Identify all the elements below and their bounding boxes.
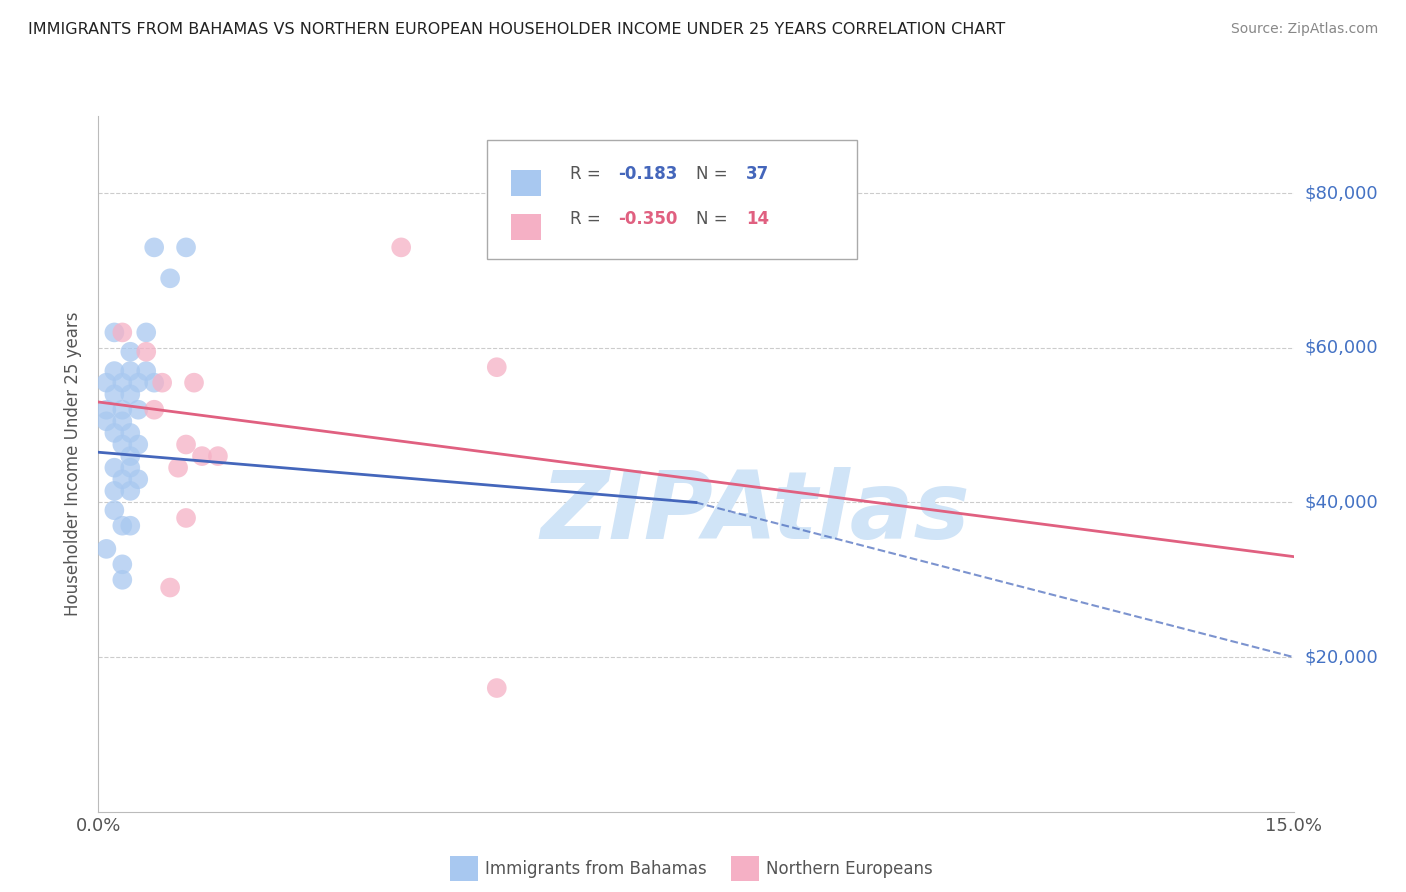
Point (191, 449, 214, 463)
Point (135, 344, 157, 359)
Point (120, 518, 142, 533)
Y-axis label: Householder Income Under 25 years: Householder Income Under 25 years (65, 311, 83, 616)
FancyBboxPatch shape (510, 214, 540, 240)
Point (127, 437, 149, 451)
Text: N =: N = (696, 165, 733, 183)
Point (120, 460, 142, 475)
Point (96, 376, 118, 390)
Point (96, 414, 118, 428)
Text: $60,000: $60,000 (1305, 339, 1378, 357)
FancyBboxPatch shape (510, 169, 540, 196)
Point (135, 326, 157, 340)
Point (167, 460, 190, 475)
Point (174, 240, 197, 254)
Point (174, 437, 197, 451)
Point (96, 402, 118, 417)
Text: Source: ZipAtlas.com: Source: ZipAtlas.com (1230, 22, 1378, 37)
Text: R =: R = (571, 210, 606, 228)
Point (120, 387, 142, 401)
Text: -0.350: -0.350 (619, 210, 678, 228)
Point (174, 511, 197, 525)
Point (120, 425, 142, 440)
Point (207, 449, 229, 463)
FancyBboxPatch shape (486, 140, 858, 259)
Text: 37: 37 (747, 165, 769, 183)
Point (96, 541, 118, 556)
Point (127, 472, 149, 486)
Point (485, 681, 508, 695)
Text: Immigrants from Bahamas: Immigrants from Bahamas (485, 860, 707, 878)
Point (120, 364, 142, 378)
Point (159, 581, 181, 595)
Point (143, 402, 166, 417)
Point (103, 425, 125, 440)
Point (135, 364, 157, 378)
Text: -0.183: -0.183 (619, 165, 678, 183)
Point (111, 518, 134, 533)
Point (111, 558, 134, 572)
Point (127, 402, 149, 417)
Text: $20,000: $20,000 (1305, 648, 1378, 666)
Text: $40,000: $40,000 (1305, 493, 1378, 511)
Point (111, 573, 134, 587)
Point (103, 364, 125, 378)
Text: R =: R = (571, 165, 606, 183)
Point (111, 402, 134, 417)
Point (120, 449, 142, 463)
Point (159, 271, 181, 285)
Point (103, 503, 125, 517)
Text: $80,000: $80,000 (1305, 185, 1378, 202)
Point (150, 376, 173, 390)
Point (389, 240, 412, 254)
Point (103, 483, 125, 498)
Point (111, 437, 134, 451)
Point (111, 472, 134, 486)
Point (111, 326, 134, 340)
Point (143, 240, 166, 254)
Point (103, 326, 125, 340)
Point (111, 414, 134, 428)
Text: IMMIGRANTS FROM BAHAMAS VS NORTHERN EUROPEAN HOUSEHOLDER INCOME UNDER 25 YEARS C: IMMIGRANTS FROM BAHAMAS VS NORTHERN EURO… (28, 22, 1005, 37)
Point (485, 360, 508, 375)
Text: N =: N = (696, 210, 733, 228)
Text: Northern Europeans: Northern Europeans (766, 860, 934, 878)
Point (143, 376, 166, 390)
Point (183, 376, 205, 390)
Text: ZIPAtlas: ZIPAtlas (541, 467, 970, 558)
Point (120, 344, 142, 359)
Point (103, 387, 125, 401)
Point (127, 376, 149, 390)
Point (111, 376, 134, 390)
Point (103, 460, 125, 475)
Text: 14: 14 (747, 210, 769, 228)
Point (120, 483, 142, 498)
